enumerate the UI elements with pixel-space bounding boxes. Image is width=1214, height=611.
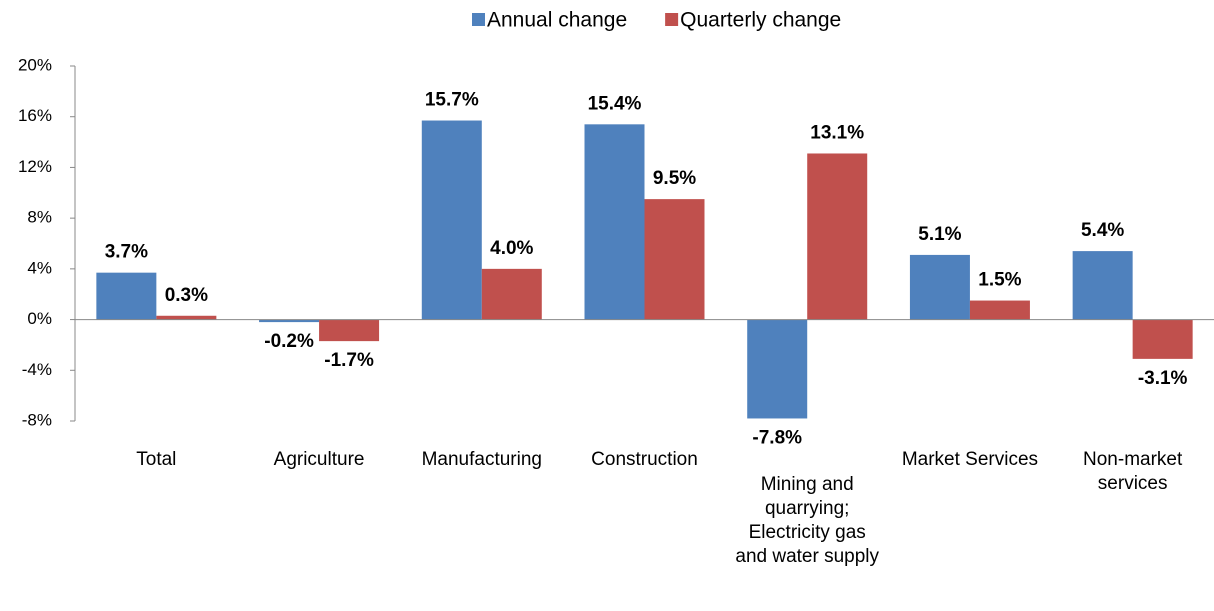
bar xyxy=(259,319,320,323)
y-tick-label: 12% xyxy=(18,157,52,176)
value-label: 13.1% xyxy=(810,122,864,143)
y-tick-label: 20% xyxy=(18,55,52,74)
bar xyxy=(1132,319,1193,359)
value-label: 9.5% xyxy=(653,168,696,189)
value-label: -0.2% xyxy=(264,331,314,352)
x-tick-label: Agriculture xyxy=(273,449,365,470)
value-label: 5.1% xyxy=(918,224,961,245)
y-tick-label: 8% xyxy=(27,208,52,227)
bar xyxy=(909,254,970,320)
value-label: 4.0% xyxy=(490,238,533,259)
x-tick-label: Non-market services xyxy=(1083,449,1183,494)
value-label: -3.1% xyxy=(1138,368,1188,389)
y-tick-label: -8% xyxy=(22,410,52,429)
bar xyxy=(807,153,868,320)
legend-swatch xyxy=(665,13,679,26)
bar xyxy=(96,272,157,320)
value-label: 15.4% xyxy=(588,93,642,114)
y-tick-label: 16% xyxy=(18,106,52,125)
x-tick-label: Manufacturing xyxy=(421,449,542,470)
bar xyxy=(156,315,217,320)
bar xyxy=(747,319,808,419)
x-tick-label: Construction xyxy=(591,449,698,470)
value-label: 1.5% xyxy=(978,270,1021,291)
bar xyxy=(584,124,645,320)
bar xyxy=(969,300,1030,320)
x-tick-label: Mining and quarrying; Electricity gas an… xyxy=(735,474,880,567)
value-label: -1.7% xyxy=(324,350,374,371)
y-tick-label: -4% xyxy=(22,360,52,379)
x-tick-label: Total xyxy=(136,449,177,470)
legend-label: Quarterly change xyxy=(680,9,841,32)
bar xyxy=(421,120,482,320)
value-label: -7.8% xyxy=(752,427,802,448)
legend-swatch xyxy=(472,13,485,26)
legend-label: Annual change xyxy=(487,9,627,32)
value-label: 0.3% xyxy=(165,285,208,306)
value-label: 3.7% xyxy=(105,242,148,263)
bar xyxy=(319,319,380,342)
value-label: 5.4% xyxy=(1081,220,1124,241)
value-label: 15.7% xyxy=(425,90,479,111)
y-tick-label: 4% xyxy=(27,258,52,277)
bar xyxy=(1072,251,1133,320)
bar xyxy=(644,199,705,320)
y-tick-label: 0% xyxy=(27,309,52,328)
bar xyxy=(481,268,542,320)
x-tick-label: Market Services xyxy=(901,449,1039,470)
